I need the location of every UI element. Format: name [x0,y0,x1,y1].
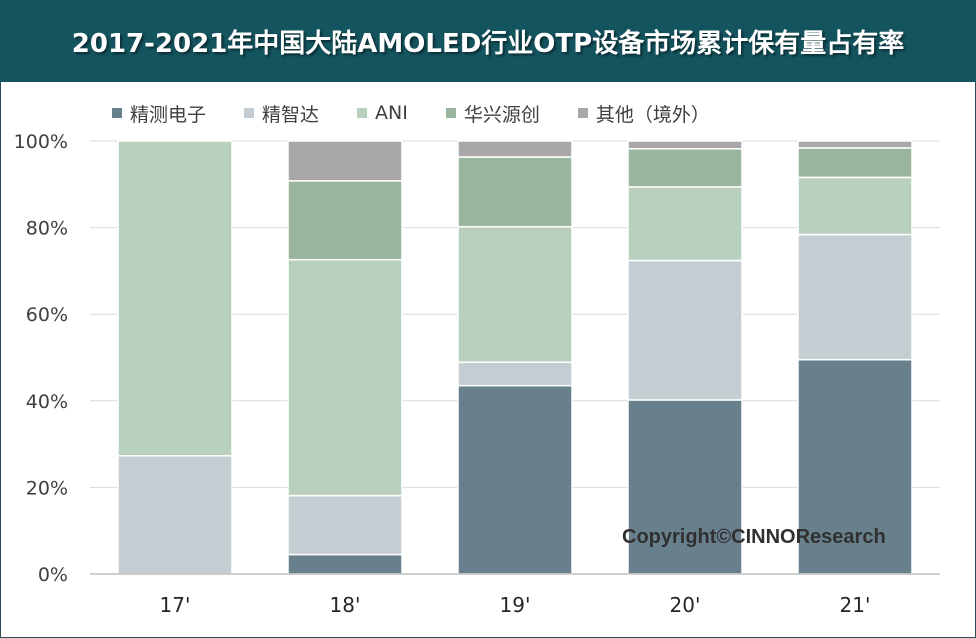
y-tick-label: 40% [26,391,68,413]
bar-segment [797,140,913,149]
bar-segment [287,258,403,497]
bar-segment [627,259,743,401]
x-tick-label: 18' [330,593,361,617]
x-tick-label: 21' [840,593,871,617]
bar-segment [117,140,233,457]
legend-swatch [577,108,588,118]
bar-segment [457,384,573,575]
title-bar: 2017-2021年中国大陆AMOLED行业OTP设备市场累计保有量占有率 [0,0,976,82]
legend-item: 华兴源创 [445,100,540,127]
y-tick-label: 60% [26,304,68,326]
legend: 精测电子 精智达 ANI 华兴源创 其他（境外） [112,100,748,126]
bar-segment [797,147,913,179]
x-tick-label: 19' [500,593,531,617]
x-tick-label: 20' [670,593,701,617]
legend-item: 其他（境外） [577,100,710,127]
y-tick-label: 20% [26,477,68,499]
legend-label: 精测电子 [130,103,207,126]
bar-segment [797,358,913,575]
legend-item: 精测电子 [112,100,206,127]
bar-segment [287,494,403,556]
bar-segment [797,176,913,236]
legend-item: 精智达 [244,100,319,127]
legend-label: ANI [375,102,408,124]
legend-label: 其他（境外） [595,103,710,126]
bar-segment [457,225,573,364]
bar-segment [627,186,743,262]
bar-segment [627,140,743,150]
bar-segment [457,140,573,158]
bar-segment [287,553,403,575]
bar-segment [627,399,743,575]
bar-segment [457,156,573,228]
bar-segment [797,233,913,361]
chart-title: 2017-2021年中国大陆AMOLED行业OTP设备市场累计保有量占有率 [71,28,905,59]
bar-segment [457,361,573,387]
y-tick-label: 100% [14,131,68,153]
bar-segment [287,180,403,261]
copyright-watermark: Copyright©CINNOResearch [622,526,886,548]
legend-label: 精智达 [262,103,320,126]
legend-label: 华兴源创 [463,103,540,126]
legend-item: ANI [357,102,408,124]
bar-segment [287,140,403,182]
y-tick-label: 0% [38,564,68,586]
bar-segment [117,455,233,575]
legend-swatch [357,108,368,118]
bar-segment [627,148,743,188]
legend-swatch [244,108,255,118]
x-tick-label: 17' [160,593,191,617]
legend-swatch [445,108,456,118]
y-tick-label: 80% [26,218,68,240]
legend-swatch [112,108,122,118]
